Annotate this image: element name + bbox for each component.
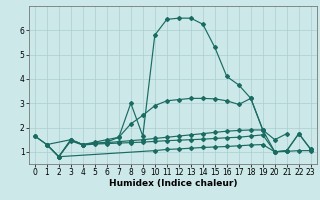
- X-axis label: Humidex (Indice chaleur): Humidex (Indice chaleur): [108, 179, 237, 188]
